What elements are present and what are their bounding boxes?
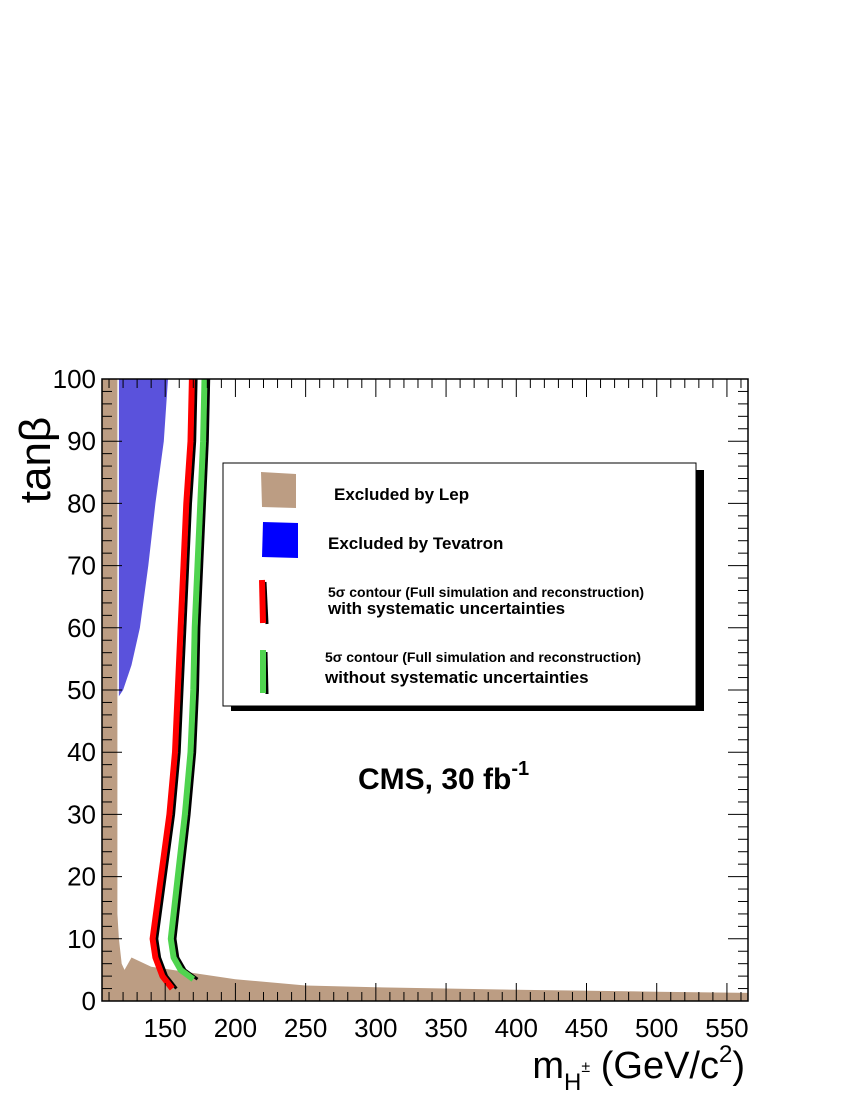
data-layer <box>102 379 748 1001</box>
x-tick-label: 500 <box>635 1013 678 1043</box>
contour-syst <box>149 379 195 991</box>
cms-annotation-text: CMS, 30 fb <box>358 763 511 796</box>
legend-swatch-syst-outline <box>263 581 269 625</box>
legend-swatch-tevatron <box>262 522 298 558</box>
legend-label-syst-line1: 5σ contour (Full simulation and reconstr… <box>328 584 644 600</box>
y-tick-label: 30 <box>67 799 96 829</box>
legend-swatch-lep <box>261 472 296 508</box>
cms-annotation-sup: -1 <box>511 758 529 780</box>
x-axis-title-sub: H <box>564 1069 581 1096</box>
x-tick-label: 350 <box>424 1013 467 1043</box>
x-axis-title-unit: (GeV/c <box>590 1045 719 1087</box>
legend-label-nosyst-line1: 5σ contour (Full simulation and reconstr… <box>325 649 641 665</box>
area-tevatron <box>118 379 168 697</box>
y-tick-label: 0 <box>82 986 96 1016</box>
x-axis-title-unit-end: ) <box>732 1045 745 1087</box>
x-tick-label: 450 <box>565 1013 608 1043</box>
legend-swatch-syst <box>259 579 266 624</box>
y-tick-label: 20 <box>67 862 96 892</box>
legend-label-tevatron: Excluded by Tevatron <box>328 534 503 553</box>
x-axis-title: mH± (GeV/c2) <box>532 1041 745 1096</box>
contour-nosyst <box>167 379 208 982</box>
x-tick-label: 550 <box>705 1013 748 1043</box>
cms-annotation: CMS, 30 fb-1 <box>358 758 529 796</box>
legend: Excluded by Lep Excluded by Tevatron 5σ … <box>222 462 704 711</box>
y-tick-label: 40 <box>67 737 96 767</box>
y-tick-label: 80 <box>67 488 96 518</box>
legend-label-nosyst-line2: without systematic uncertainties <box>324 668 589 687</box>
x-axis-title-main: m <box>532 1045 564 1087</box>
legend-box <box>222 462 697 707</box>
legend-label-syst-line2: with systematic uncertainties <box>327 599 565 618</box>
contour-outline-syst <box>155 379 198 990</box>
legend-label-lep: Excluded by Lep <box>334 485 469 504</box>
y-tick-label: 70 <box>67 551 96 581</box>
x-tick-label: 200 <box>214 1013 257 1043</box>
tick-layer: 150 200 250 300 350 400 450 500 550 0 10 20 30 40 50 60… <box>53 364 749 1043</box>
x-axis-title-sup: ± <box>581 1059 590 1076</box>
y-axis-title: tanβ <box>11 417 60 503</box>
y-tick-label: 10 <box>67 924 96 954</box>
x-axis-title-unit-sup: 2 <box>719 1041 732 1068</box>
y-tick-label: 100 <box>53 364 96 394</box>
x-tick-label: 150 <box>144 1013 187 1043</box>
contour-outline-nosyst <box>173 379 211 981</box>
x-tick-label: 400 <box>495 1013 538 1043</box>
x-tick-label: 300 <box>354 1013 397 1043</box>
y-tick-label: 60 <box>67 613 96 643</box>
y-tick-label: 90 <box>67 426 96 456</box>
legend-swatch-nosyst-outline <box>264 651 269 695</box>
y-tick-label: 50 <box>67 675 96 705</box>
x-tick-label: 250 <box>284 1013 327 1043</box>
